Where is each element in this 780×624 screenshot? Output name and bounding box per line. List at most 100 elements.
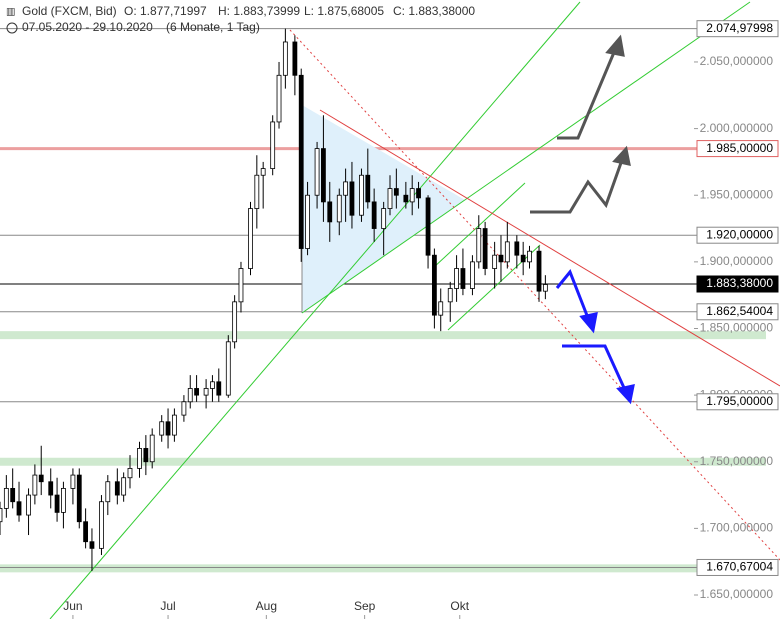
candle-body: [476, 228, 482, 263]
trendline: [301, 1, 751, 314]
support-zone: [0, 331, 766, 340]
candle-body: [76, 474, 82, 523]
candle-body: [359, 174, 364, 216]
arrowhead: [605, 34, 625, 57]
period: (6 Monate, 1 Tag): [166, 20, 260, 34]
candle-body: [542, 284, 548, 292]
level-box: [696, 303, 779, 321]
icon: ▥: [6, 7, 15, 18]
x-tick-label: Okt: [450, 599, 469, 613]
y-tick-label: 1.750,000000: [700, 454, 774, 468]
candle-body: [425, 197, 431, 256]
candle-body: [536, 250, 542, 292]
arrow: [530, 159, 624, 214]
header: ▥ Gold (FXCM, Bid) O: 1.877,71997 H: 1.8…: [6, 4, 475, 34]
candle-body: [343, 181, 349, 196]
level-box: [696, 393, 779, 411]
candle-body: [260, 168, 266, 176]
candle-body: [210, 381, 215, 389]
x-tick-label: Aug: [256, 599, 277, 613]
candle-body: [38, 474, 44, 483]
candle-body: [10, 488, 16, 503]
candle-body: [149, 434, 155, 463]
candle-body: [520, 254, 526, 263]
candle-body: [127, 468, 133, 479]
candle-body: [416, 188, 421, 199]
trendline: [319, 109, 780, 387]
candle-body: [171, 414, 177, 436]
y-tick-label: 1.700,000000: [700, 521, 774, 535]
candle-body: [114, 481, 120, 496]
candle-body: [70, 474, 76, 489]
candle-body: [498, 254, 504, 263]
open-price: O: 1.877,71997: [124, 4, 207, 18]
arrow: [557, 49, 617, 140]
x-tick-label: Jul: [160, 599, 175, 613]
candle-body: [99, 501, 104, 549]
arrow: [555, 269, 590, 319]
candle-body: [232, 301, 238, 343]
candle-body: [470, 261, 475, 289]
candle-body: [438, 301, 444, 316]
date-range: 07.05.2020 - 29.10.2020: [22, 20, 153, 34]
trendline: [289, 29, 780, 561]
candle-body: [298, 74, 304, 249]
candle-body: [292, 41, 298, 76]
arrow: [562, 344, 627, 391]
candle-body: [492, 254, 498, 269]
y-tick-label: 1.950,000000: [700, 187, 774, 201]
candle-body: [321, 148, 326, 203]
candle-body: [403, 194, 409, 203]
level-label: 1.795,00000: [706, 394, 773, 408]
level-label: 1.985,00000: [706, 141, 773, 155]
candle-body: [365, 174, 371, 203]
candle-body: [3, 488, 9, 509]
level-box: [696, 226, 779, 244]
candle-body: [336, 194, 342, 223]
candle-body: [371, 201, 377, 229]
arrowhead: [612, 145, 631, 166]
candle-body: [165, 421, 171, 436]
level-box: [696, 20, 779, 38]
support-zone: [0, 457, 766, 466]
candle-body: [26, 494, 31, 516]
support-zone: [0, 564, 766, 573]
candle-body: [327, 201, 333, 223]
candle-body: [447, 288, 453, 303]
high-price: H: 1.883,73999: [218, 4, 300, 18]
candle-body: [282, 41, 288, 76]
candle-body: [48, 481, 54, 496]
candle-body: [460, 268, 466, 289]
candle-body: [305, 194, 310, 249]
candle-body: [270, 121, 276, 169]
y-tick-label: 1.850,000000: [700, 321, 774, 335]
y-tick-label: 2.000,000000: [700, 121, 774, 135]
level-label: 1.920,00000: [706, 227, 773, 241]
candle-body: [32, 474, 38, 496]
candle-body: [514, 241, 520, 256]
x-tick-label: Jun: [63, 599, 82, 613]
y-tick-label: 1.900,000000: [700, 254, 774, 268]
x-tick-label: Sep: [354, 599, 376, 613]
candle-body: [349, 181, 355, 216]
candle-body: [393, 188, 399, 196]
trendline: [49, 1, 581, 620]
candle-body: [482, 228, 488, 269]
low-price: L: 1.875,68005: [304, 4, 384, 18]
candle-body: [0, 507, 3, 523]
candle-body: [159, 421, 165, 436]
candle-body: [194, 388, 199, 396]
level-box: [696, 140, 779, 158]
arrowhead: [579, 312, 598, 334]
candle-body: [83, 521, 89, 543]
candle-body: [89, 541, 95, 549]
symbol: Gold (FXCM, Bid): [22, 4, 117, 18]
candle-body: [381, 208, 387, 229]
candle-body: [216, 381, 222, 396]
candle-body: [409, 188, 415, 203]
candle-body: [238, 268, 244, 303]
y-tick-label: 2.050,000000: [700, 54, 774, 68]
arrowhead: [616, 384, 635, 405]
candle-body: [105, 481, 111, 503]
